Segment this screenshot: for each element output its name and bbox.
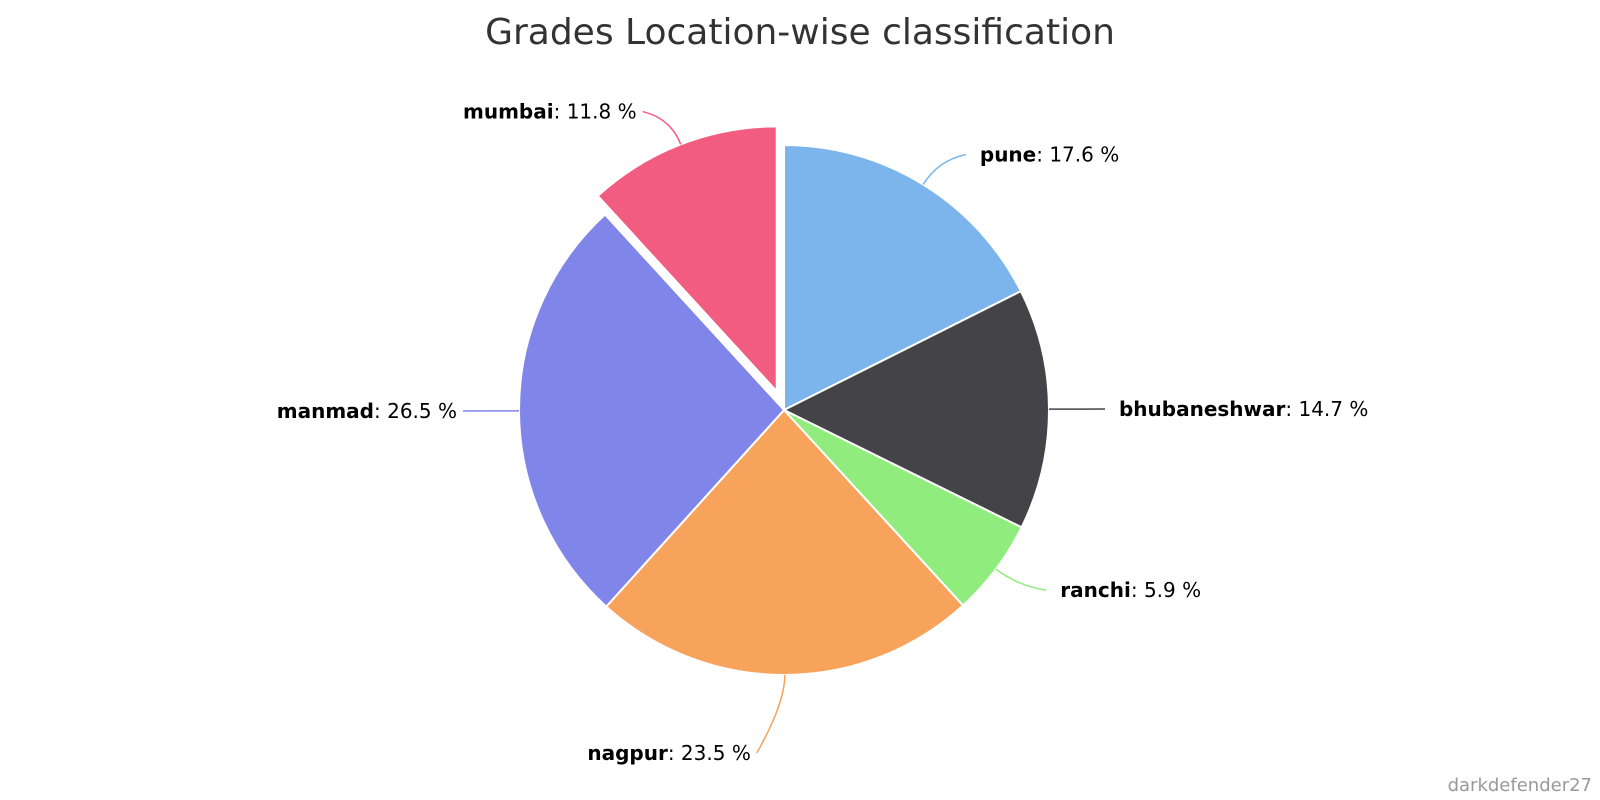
data-label-manmad: manmad: 26.5 % (277, 399, 457, 423)
data-label-name: manmad (277, 399, 374, 423)
data-label-ranchi: ranchi: 5.9 % (1060, 578, 1201, 602)
data-label-mumbai: mumbai: 11.8 % (463, 100, 637, 124)
data-labels: pune: 17.6 %bhubaneshwar: 14.7 %ranchi: … (277, 100, 1369, 765)
data-label-value: : 17.6 % (1036, 143, 1119, 167)
data-label-name: pune (980, 143, 1036, 167)
pie-slices (518, 125, 1050, 676)
connector-ranchi (995, 568, 1047, 591)
pie-slice-nagpur[interactable] (604, 408, 965, 676)
data-label-bhubaneshwar: bhubaneshwar: 14.7 % (1119, 397, 1368, 421)
label-connectors (463, 110, 1106, 754)
data-label-name: bhubaneshwar (1119, 397, 1286, 421)
data-label-name: nagpur (587, 741, 668, 765)
data-label-name: mumbai (463, 100, 554, 124)
data-label-name: ranchi (1060, 578, 1131, 602)
data-label-value: : 11.8 % (554, 100, 637, 124)
credits-text[interactable]: darkdefender27 (1447, 775, 1592, 796)
data-label-value: : 14.7 % (1285, 397, 1368, 421)
data-label-value: : 26.5 % (374, 399, 457, 423)
data-label-value: : 23.5 % (668, 741, 751, 765)
data-label-nagpur: nagpur: 23.5 % (587, 741, 750, 765)
pie-slice-mumbai[interactable] (596, 125, 778, 394)
connector-mumbai (642, 110, 682, 145)
connector-pune (922, 153, 967, 185)
chart-title: Grades Location-wise classification (485, 12, 1115, 53)
data-label-value: : 5.9 % (1131, 578, 1201, 602)
connector-nagpur (756, 674, 786, 754)
data-label-pune: pune: 17.6 % (980, 143, 1119, 167)
pie-slice-manmad[interactable] (518, 213, 786, 608)
pie-slice-bhubaneshwar[interactable] (781, 289, 1050, 529)
